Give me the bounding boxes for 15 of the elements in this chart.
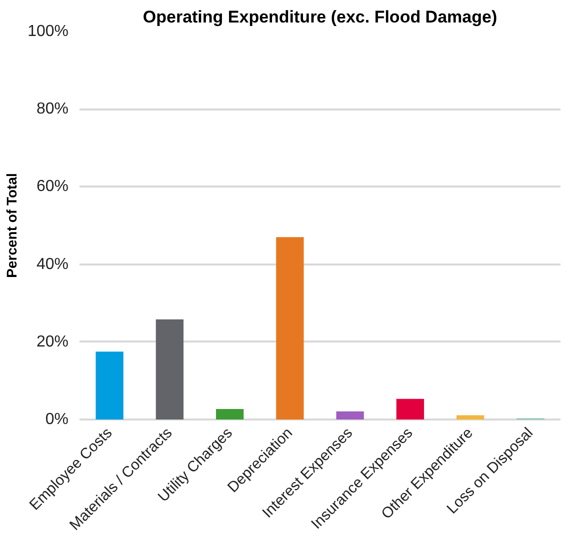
bar bbox=[276, 237, 304, 420]
y-tick-label: 100% bbox=[28, 23, 68, 40]
bar bbox=[216, 409, 244, 420]
bar bbox=[96, 352, 124, 420]
y-tick-label: 80% bbox=[36, 100, 69, 118]
y-tick-label: 60% bbox=[36, 178, 69, 196]
y-tick-label: 20% bbox=[36, 333, 69, 350]
bar bbox=[156, 319, 184, 420]
y-tick-label: 40% bbox=[36, 256, 69, 273]
bar bbox=[396, 398, 424, 420]
bar bbox=[456, 415, 484, 420]
chart-title: Operating Expenditure (exc. Flood Damage) bbox=[142, 8, 498, 26]
y-axis-title: Percent of Total bbox=[4, 173, 20, 278]
y-tick-label: 0% bbox=[45, 411, 68, 428]
bar bbox=[336, 411, 364, 420]
